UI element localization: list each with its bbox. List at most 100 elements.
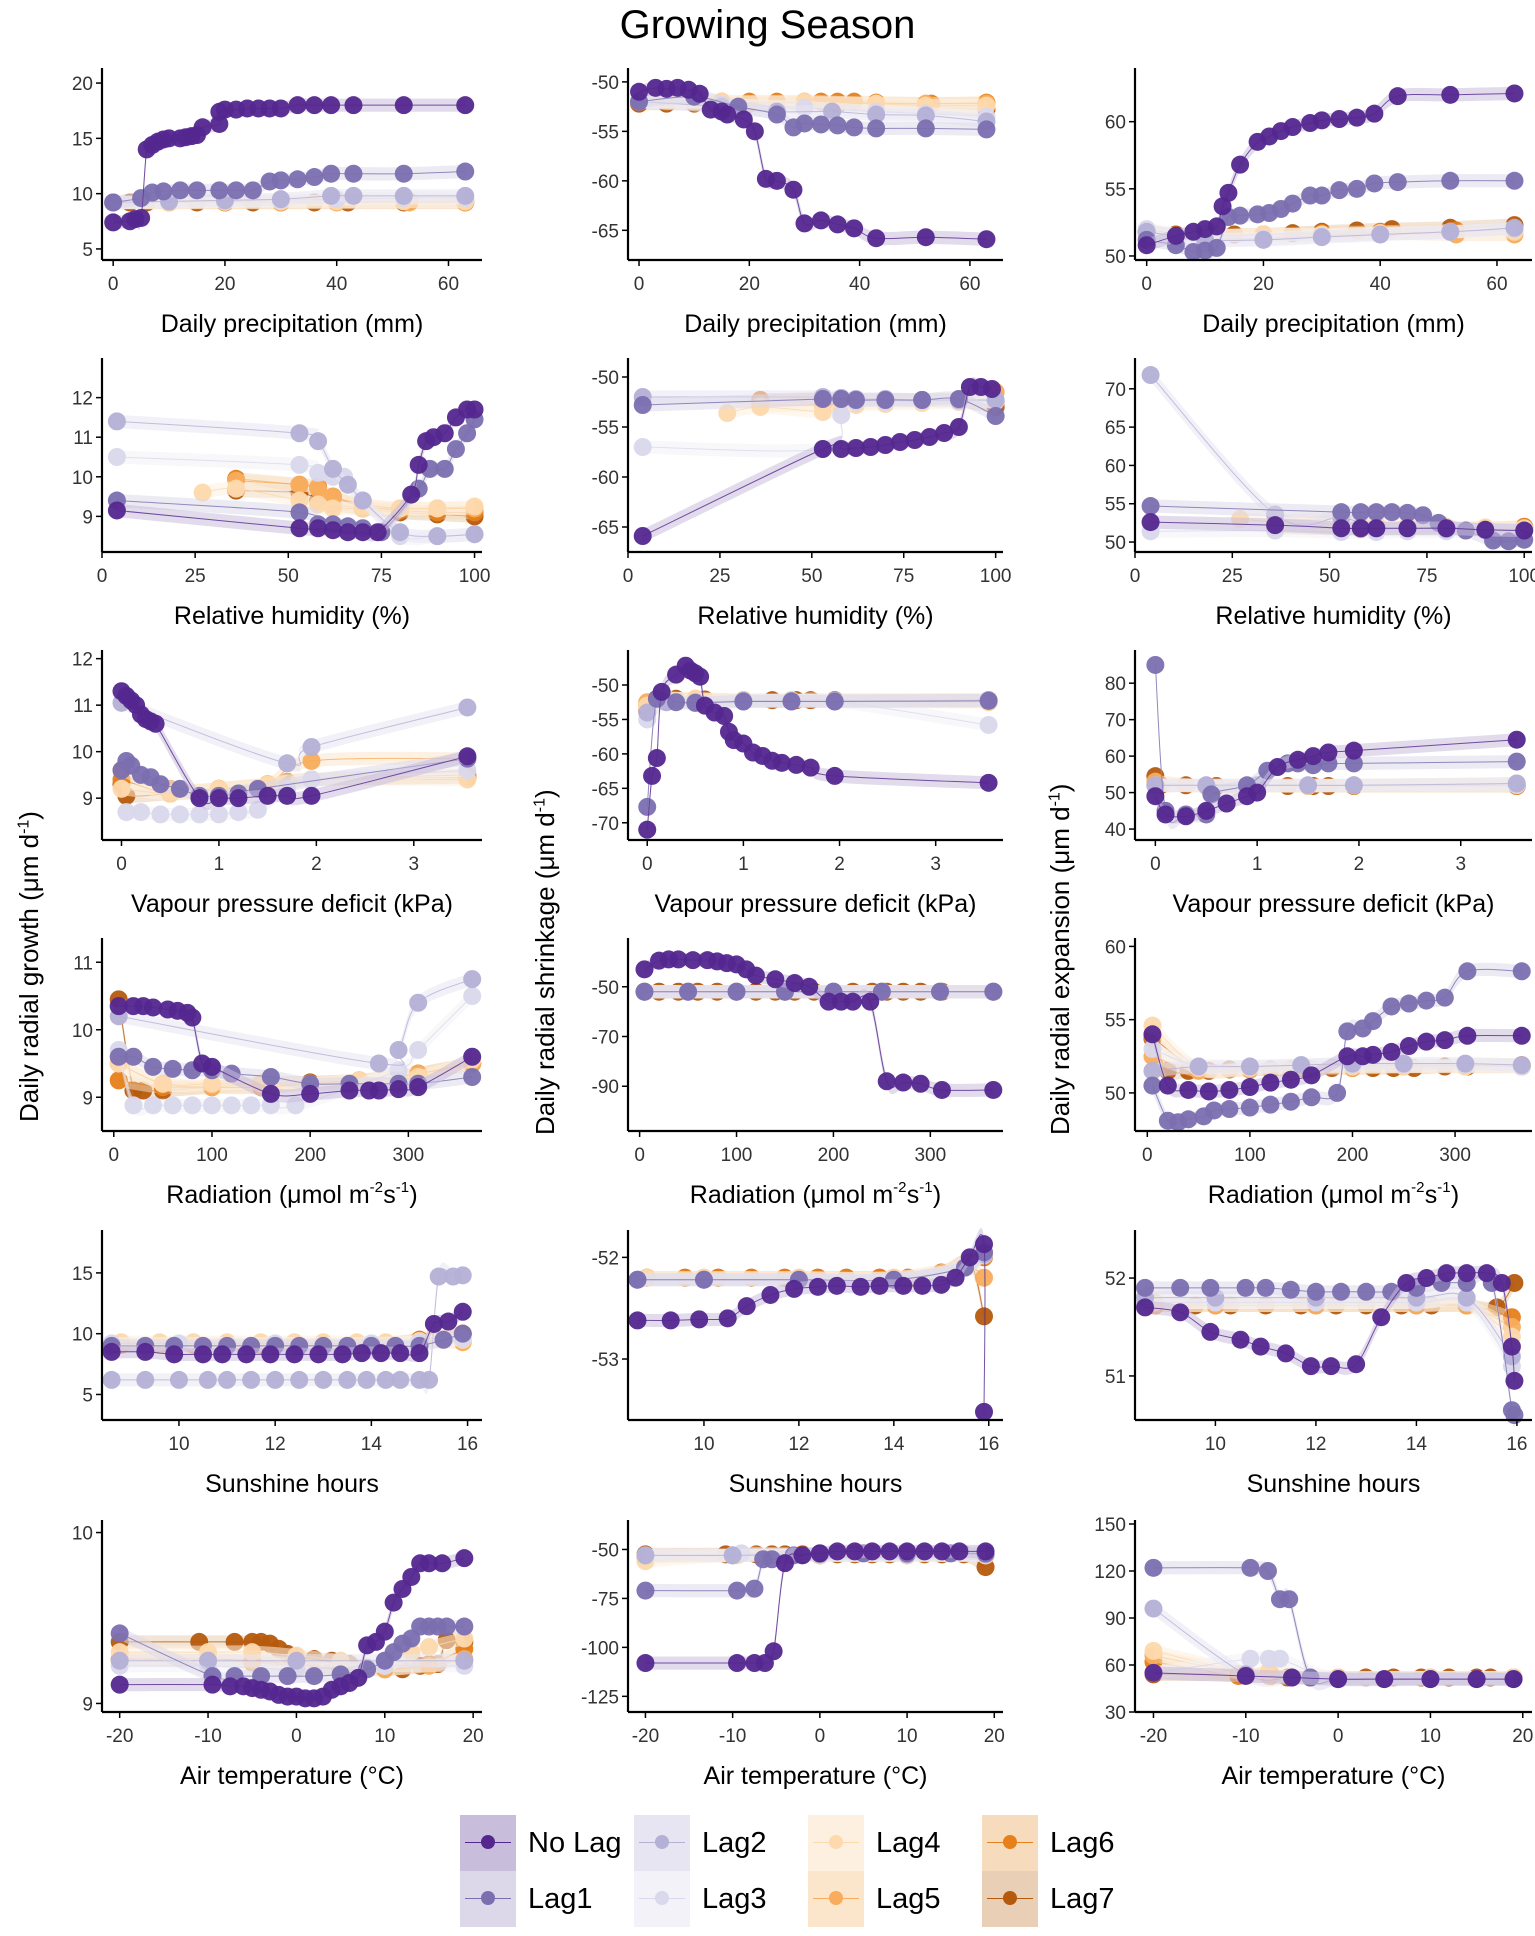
data-point bbox=[661, 1311, 680, 1330]
x-tick-label: 1 bbox=[214, 854, 225, 875]
data-point bbox=[344, 164, 363, 183]
y-tick-label: 150 bbox=[1094, 1515, 1126, 1536]
data-point bbox=[309, 463, 328, 482]
data-point bbox=[402, 485, 421, 504]
y-axis-label-growth: Daily radial growth (μm d-1) bbox=[14, 811, 44, 1122]
confidence-band bbox=[647, 659, 989, 837]
data-point bbox=[305, 96, 324, 115]
y-tick-label: 15 bbox=[72, 129, 93, 150]
y-tick-label: -50 bbox=[592, 73, 619, 94]
data-point bbox=[979, 691, 998, 710]
data-point bbox=[1143, 1061, 1162, 1080]
x-tick-label: 50 bbox=[278, 566, 299, 587]
data-point bbox=[1231, 206, 1250, 225]
data-point bbox=[1256, 1278, 1275, 1297]
data-point bbox=[1282, 1668, 1301, 1687]
data-point bbox=[409, 1041, 428, 1059]
panel-shrink-rad: 0 100 200 300 -90 -70 -50 Radiation (μmol m-2 s… bbox=[592, 938, 1003, 1209]
data-point bbox=[290, 475, 309, 494]
x-tick-label: 10 bbox=[374, 1726, 395, 1747]
y-tick-label: 60 bbox=[1105, 937, 1126, 958]
panel-expand-rad: 0 100 200 300 50 55 60 Radiation (μmol m-2 s-1 … bbox=[1105, 937, 1532, 1209]
x-tick-label: 0 bbox=[642, 854, 653, 875]
data-point bbox=[389, 1080, 408, 1099]
x-tick-label: 12 bbox=[265, 1434, 286, 1455]
data-point bbox=[1328, 1083, 1347, 1102]
data-point bbox=[827, 1276, 846, 1295]
data-point bbox=[456, 162, 475, 181]
data-point bbox=[715, 707, 734, 725]
data-point bbox=[1435, 1031, 1454, 1050]
data-point bbox=[338, 523, 357, 542]
data-point bbox=[1332, 519, 1351, 538]
panel-expand-temp: -20 -10 0 10 20 30 60 90 120 150 Air temperature (… bbox=[1094, 1515, 1533, 1790]
data-point bbox=[1299, 776, 1318, 795]
figure-title: Growing Season bbox=[619, 3, 916, 47]
data-point bbox=[734, 110, 753, 129]
data-point bbox=[456, 186, 475, 205]
data-point bbox=[144, 1057, 163, 1076]
data-point bbox=[870, 1276, 889, 1295]
data-point bbox=[1281, 1092, 1300, 1111]
confidence-band bbox=[645, 1544, 986, 1671]
data-point bbox=[463, 1047, 482, 1066]
legend-item-lag3: Lag3 bbox=[634, 1871, 767, 1927]
data-point bbox=[428, 499, 447, 518]
data-point bbox=[828, 116, 847, 135]
panel-expand-vpd: 0 1 2 3 40 50 60 70 80 Vapour pressure deficit (k… bbox=[1105, 650, 1532, 918]
legend-key bbox=[808, 1871, 864, 1927]
legend-dot bbox=[829, 1835, 843, 1849]
data-point bbox=[898, 1542, 917, 1561]
data-point bbox=[694, 1270, 713, 1289]
x-axis-label: Daily precipitation (mm) bbox=[161, 310, 424, 338]
legend-label: Lag6 bbox=[1050, 1826, 1115, 1859]
x-tick-label: 0 bbox=[291, 1726, 302, 1747]
x-tick-label: 10 bbox=[1420, 1726, 1441, 1747]
data-point bbox=[920, 428, 939, 446]
data-point bbox=[453, 1324, 472, 1343]
data-point bbox=[409, 993, 428, 1012]
data-point bbox=[1213, 197, 1232, 216]
data-point bbox=[975, 1268, 994, 1287]
x-tick-label: 2 bbox=[834, 854, 845, 875]
data-point bbox=[107, 501, 126, 520]
data-point bbox=[880, 1542, 899, 1561]
series-no-lag bbox=[107, 400, 484, 542]
series-no-lag bbox=[104, 96, 475, 232]
x-tick-label: 60 bbox=[438, 274, 459, 295]
series-no-lag bbox=[628, 1228, 994, 1421]
data-point bbox=[1312, 186, 1331, 205]
data-point bbox=[124, 1047, 143, 1066]
legend-key bbox=[634, 1815, 690, 1871]
y-tick-label: 9 bbox=[82, 507, 93, 528]
data-point bbox=[1220, 1080, 1239, 1099]
panel-growth-precip: 0 20 40 60 5 10 15 20 Daily precipitation (mm) bbox=[72, 68, 482, 338]
x-tick-label: 20 bbox=[214, 274, 235, 295]
data-point bbox=[198, 1370, 217, 1389]
data-point bbox=[785, 974, 804, 993]
data-point bbox=[435, 459, 454, 478]
data-point bbox=[669, 950, 688, 969]
series-lag1 bbox=[638, 685, 998, 816]
data-point bbox=[290, 424, 309, 443]
data-point bbox=[375, 1622, 394, 1641]
data-point bbox=[376, 1370, 395, 1389]
data-point bbox=[210, 181, 229, 200]
data-point bbox=[1456, 1054, 1475, 1073]
data-point bbox=[357, 1370, 376, 1389]
data-point bbox=[932, 1275, 951, 1294]
data-point bbox=[290, 519, 309, 538]
confidence-band bbox=[118, 972, 473, 1072]
x-axis-label: Daily precipitation (mm) bbox=[1202, 310, 1465, 338]
data-point bbox=[151, 775, 170, 794]
x-tick-label: 200 bbox=[1337, 1145, 1369, 1166]
data-point bbox=[1254, 230, 1273, 249]
data-point bbox=[1143, 1025, 1162, 1044]
data-point bbox=[1251, 1337, 1270, 1356]
data-point bbox=[1137, 236, 1156, 255]
data-point bbox=[635, 960, 654, 979]
legend-item-lag6: Lag6 bbox=[982, 1815, 1115, 1871]
data-point bbox=[1375, 1670, 1394, 1689]
fit-line bbox=[645, 1550, 986, 1665]
data-point bbox=[1266, 516, 1285, 535]
